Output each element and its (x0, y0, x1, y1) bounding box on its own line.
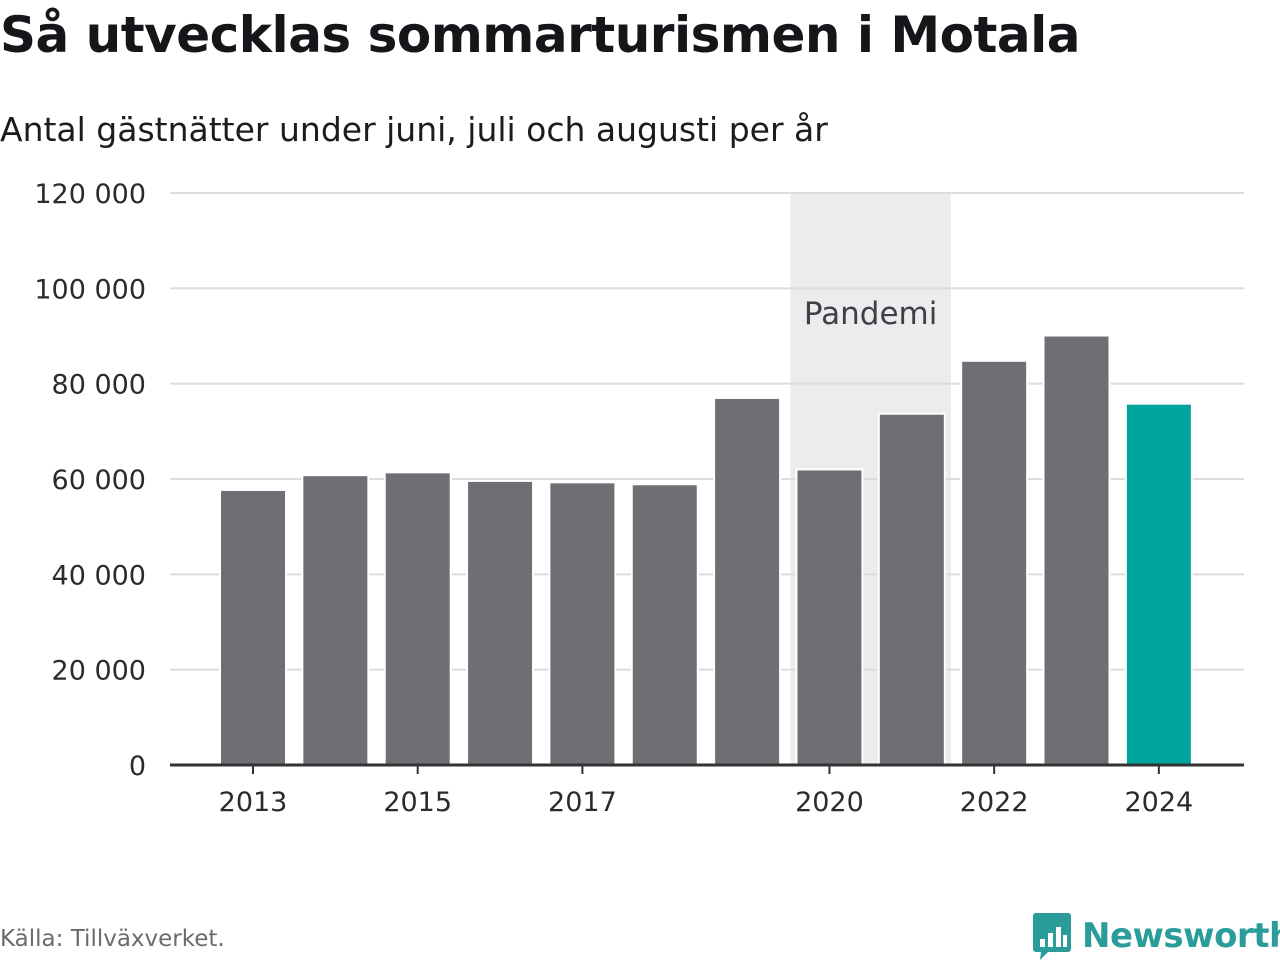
y-tick-label: 0 (129, 751, 146, 782)
y-tick-label: 80 000 (52, 370, 146, 401)
chart-subtitle: Antal gästnätter under juni, juli och au… (0, 110, 828, 149)
bar-chart-logo-icon (1033, 913, 1071, 960)
x-tick-label: 2020 (795, 787, 864, 818)
bar-2013 (219, 488, 287, 766)
y-tick-label: 20 000 (52, 656, 146, 687)
brand-logo: Newsworthy (1032, 910, 1280, 962)
bars-layer (219, 334, 1193, 766)
x-tick-label: 2015 (383, 787, 452, 818)
brand-name: Newsworthy (1082, 916, 1280, 956)
bar-2024 (1124, 402, 1193, 766)
pandemic-label: Pandemi (804, 296, 938, 332)
y-tick-label: 120 000 (34, 179, 146, 210)
bar-2014 (301, 474, 370, 766)
x-tick-label: 2022 (960, 787, 1029, 818)
y-tick-label: 100 000 (34, 274, 146, 305)
y-tick-label: 40 000 (52, 560, 146, 591)
x-tick-label: 2024 (1124, 787, 1193, 818)
bar-2022 (960, 359, 1029, 766)
bar-2023 (1042, 334, 1111, 766)
bar-2019 (713, 396, 782, 766)
source-note: Källa: Tillväxverket. (0, 926, 225, 952)
chart-title: Så utvecklas sommarturismen i Motala (0, 6, 1081, 64)
bar-2021 (877, 412, 946, 766)
x-tick-label: 2017 (548, 787, 617, 818)
bar-2016 (466, 479, 535, 766)
bar-2017 (548, 481, 617, 766)
bar-2020 (795, 468, 864, 766)
y-tick-label: 60 000 (52, 465, 146, 496)
axis-layer: 0 20 000 40 000 60 000 80 000 100 000 120 000 2… (34, 179, 1244, 818)
bar-2018 (630, 483, 699, 766)
x-tick-label: 2013 (219, 787, 288, 818)
bar-2015 (383, 471, 452, 766)
